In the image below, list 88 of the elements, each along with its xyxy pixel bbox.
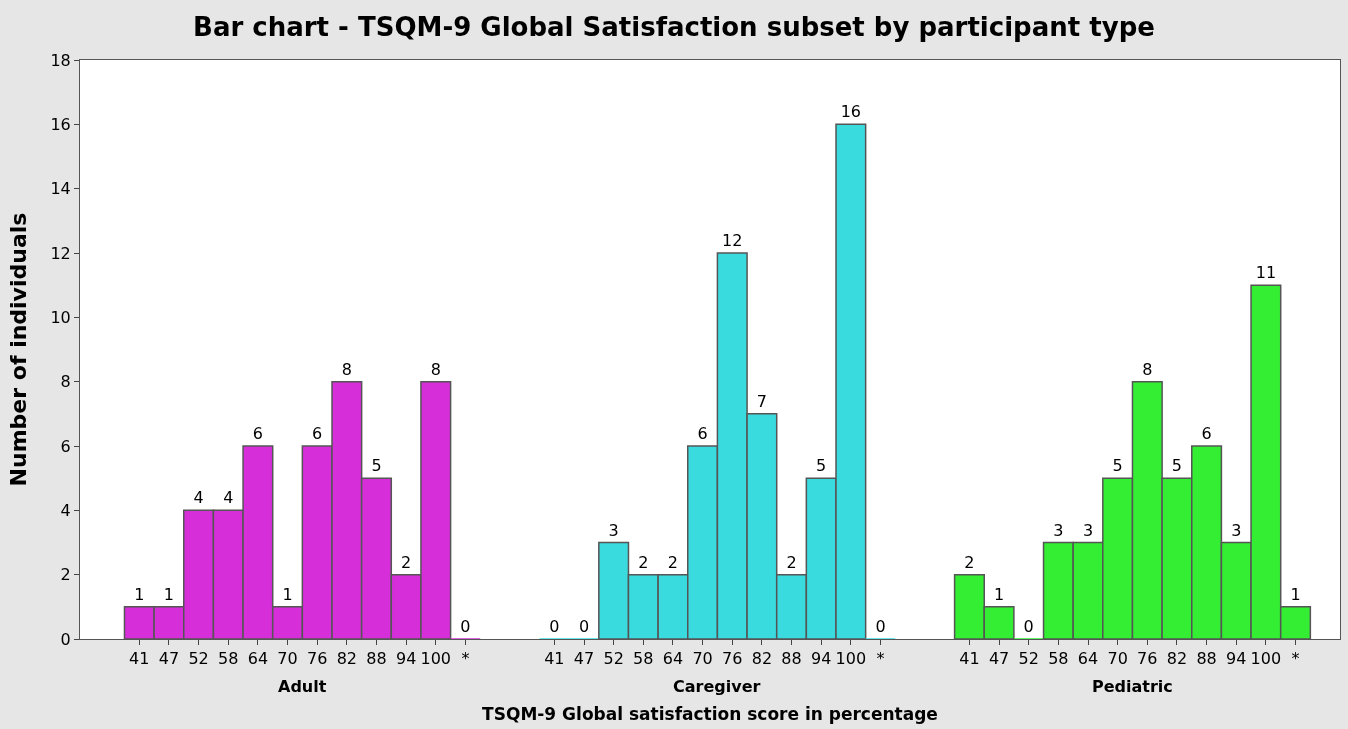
x-tick-label: 58 bbox=[218, 649, 239, 669]
x-tick-label: 82 bbox=[1166, 649, 1188, 669]
x-tick-label: 88 bbox=[366, 649, 387, 669]
data-label: 1 bbox=[993, 584, 1005, 604]
x-tick-label: 100 bbox=[835, 649, 867, 669]
x-tick-label: 64 bbox=[247, 649, 269, 669]
data-label: 2 bbox=[667, 552, 679, 572]
data-label: 4 bbox=[193, 488, 204, 508]
y-tick-label: 6 bbox=[60, 436, 71, 456]
x-tick-label: 47 bbox=[573, 649, 595, 669]
x-tick-label: 76 bbox=[1137, 649, 1158, 669]
x-tick-label: * bbox=[461, 649, 470, 669]
y-tick-label: 16 bbox=[50, 114, 71, 134]
x-tick-label: 82 bbox=[751, 649, 773, 669]
x-tick-label: 52 bbox=[603, 649, 624, 669]
x-tick-label: 94 bbox=[1226, 649, 1247, 669]
data-label: 8 bbox=[1142, 359, 1153, 379]
x-tick-label: 41 bbox=[959, 649, 980, 669]
x-tick-label: 64 bbox=[1077, 649, 1099, 669]
x-tick-label: 70 bbox=[692, 649, 713, 669]
x-tick-label: 64 bbox=[662, 649, 684, 669]
x-tick-label: 100 bbox=[1250, 649, 1282, 669]
data-label: 8 bbox=[430, 359, 441, 379]
x-tick-label: 82 bbox=[336, 649, 357, 669]
y-tick-label: 10 bbox=[50, 307, 71, 327]
data-label: 1 bbox=[134, 584, 145, 604]
x-tick-label: 76 bbox=[722, 649, 743, 669]
data-label: 6 bbox=[312, 424, 323, 443]
x-tick-label: 88 bbox=[1196, 649, 1217, 669]
data-label: 3 bbox=[1082, 520, 1094, 540]
y-tick-label: 0 bbox=[60, 629, 71, 649]
x-tick-label: * bbox=[876, 649, 885, 669]
x-tick-label: 70 bbox=[1107, 649, 1128, 669]
data-label: 7 bbox=[756, 391, 767, 411]
data-label: 4 bbox=[223, 488, 234, 508]
y-axis-title: Number of individuals bbox=[6, 212, 31, 487]
data-label: 2 bbox=[638, 552, 649, 572]
x-tick-label: * bbox=[1291, 649, 1300, 669]
data-label: 1 bbox=[163, 584, 175, 604]
x-tick-label: 94 bbox=[395, 649, 417, 669]
text: Pediatric bbox=[1092, 677, 1173, 696]
data-label: 5 bbox=[816, 456, 827, 476]
data-label: 5 bbox=[371, 456, 382, 476]
x-tick-label: 58 bbox=[633, 649, 654, 669]
data-label: 5 bbox=[1112, 456, 1123, 476]
chart-title: Bar chart - TSQM-9 Global Satisfaction subset by participant type bbox=[193, 12, 1155, 43]
text: Adult bbox=[278, 677, 327, 696]
data-label: 5 bbox=[1171, 456, 1183, 476]
y-tick-label: 2 bbox=[60, 565, 71, 585]
data-label: 0 bbox=[1023, 617, 1034, 636]
x-tick-label: 76 bbox=[307, 649, 328, 669]
data-label: 0 bbox=[460, 617, 471, 636]
data-label: 1 bbox=[1290, 584, 1301, 604]
data-label: 3 bbox=[608, 520, 619, 540]
x-tick-label: 94 bbox=[811, 649, 832, 669]
data-label: 11 bbox=[1255, 263, 1277, 283]
y-tick-label: 12 bbox=[50, 243, 71, 263]
x-tick-label: 58 bbox=[1048, 649, 1069, 669]
data-label: 0 bbox=[875, 617, 886, 636]
data-label: 6 bbox=[1201, 424, 1212, 443]
data-label: 16 bbox=[840, 102, 861, 122]
y-tick-label: 18 bbox=[50, 50, 71, 70]
data-label: 2 bbox=[964, 552, 975, 572]
x-tick-label: 47 bbox=[988, 649, 1010, 669]
x-tick-label: 70 bbox=[277, 649, 298, 669]
x-tick-label: 100 bbox=[420, 649, 452, 669]
data-label: 0 bbox=[578, 617, 590, 636]
data-label: 2 bbox=[786, 552, 797, 572]
data-label: 6 bbox=[697, 424, 708, 443]
y-tick-label: 8 bbox=[60, 372, 71, 392]
data-label: 12 bbox=[722, 231, 743, 250]
text: Caregiver bbox=[673, 677, 761, 696]
x-tick-label: 52 bbox=[1018, 649, 1039, 669]
data-label: 0 bbox=[549, 617, 560, 636]
data-label: 2 bbox=[401, 552, 412, 572]
x-tick-label: 47 bbox=[158, 649, 180, 669]
data-label: 8 bbox=[341, 359, 352, 379]
x-tick-label: 52 bbox=[188, 649, 209, 669]
data-label: 1 bbox=[282, 584, 293, 604]
y-tick-label: 4 bbox=[60, 500, 71, 520]
x-tick-label: 41 bbox=[129, 649, 150, 669]
data-label: 6 bbox=[252, 424, 263, 443]
data-label: 3 bbox=[1231, 520, 1242, 540]
data-label: 3 bbox=[1053, 520, 1064, 540]
x-tick-label: 88 bbox=[781, 649, 802, 669]
x-axis-title: TSQM-9 Global satisfaction score in percentage bbox=[482, 703, 938, 724]
y-tick-label: 14 bbox=[50, 179, 71, 199]
x-tick-label: 41 bbox=[544, 649, 565, 669]
